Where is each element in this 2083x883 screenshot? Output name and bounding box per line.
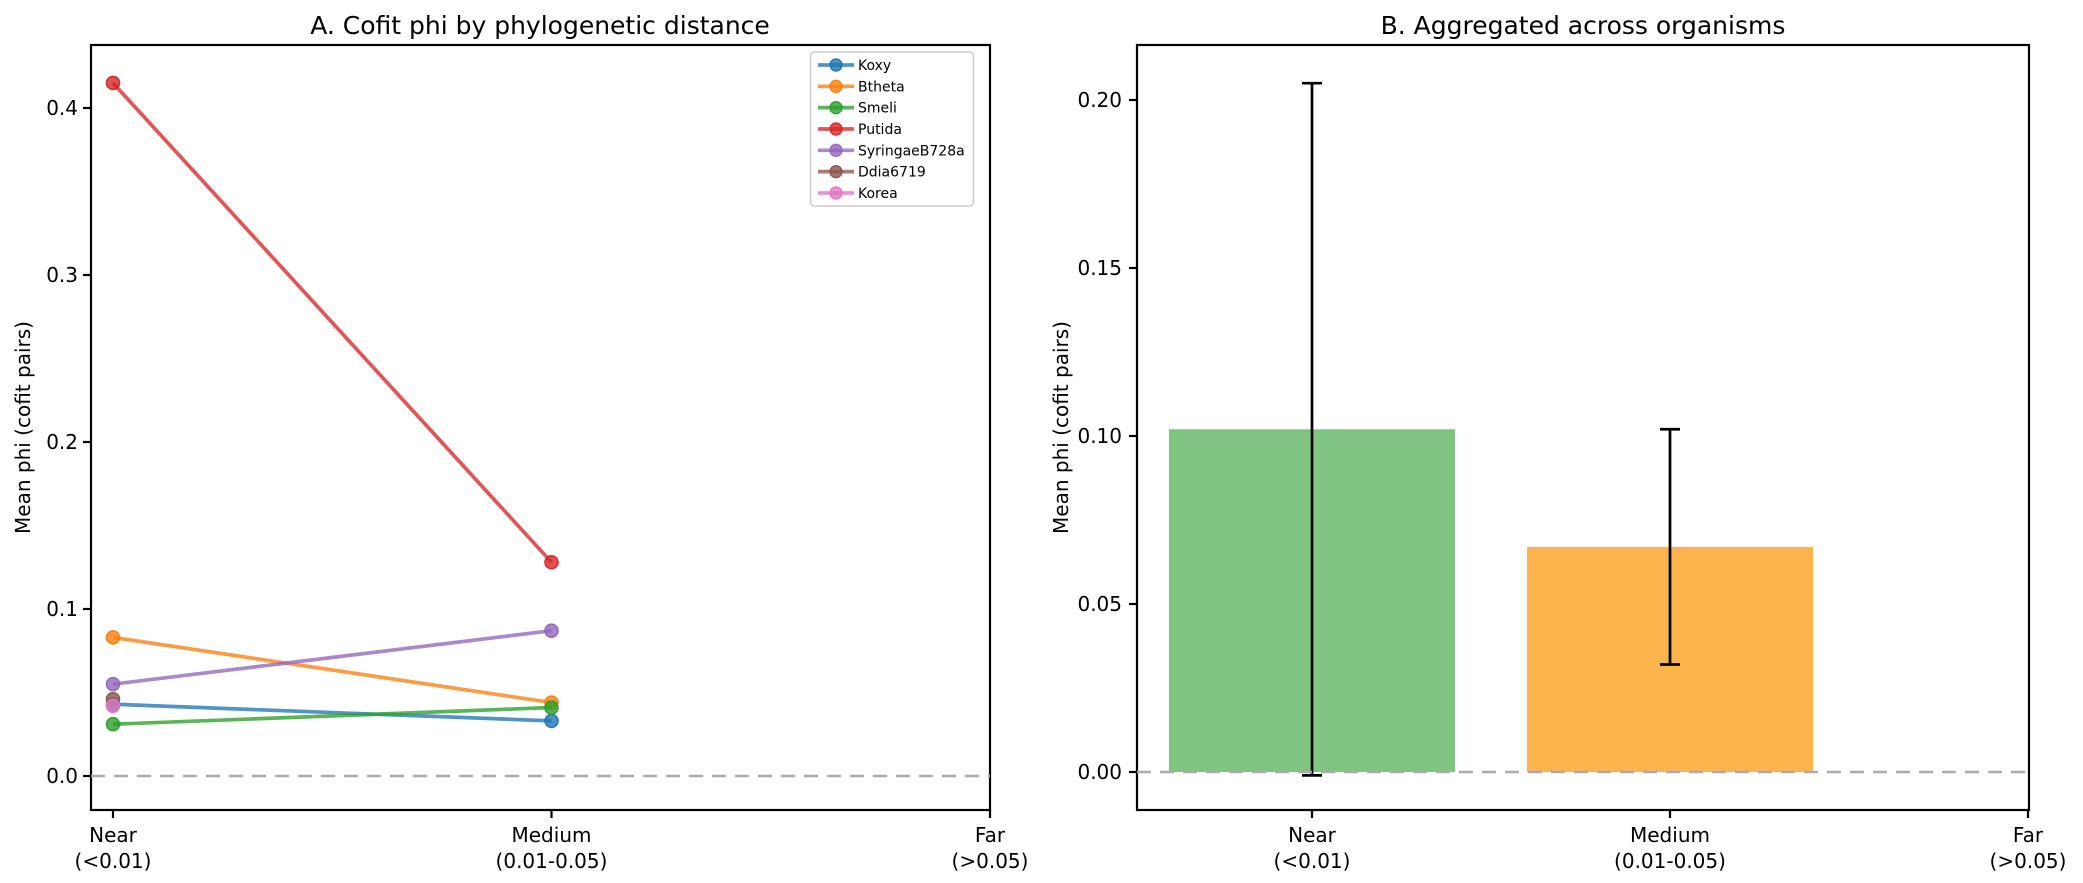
- panel-a-title: A. Cofit phi by phylogenetic distance: [310, 11, 770, 40]
- x-tick-label: Medium: [512, 823, 592, 847]
- x-tick-label-sub: (0.01-0.05): [1614, 849, 1726, 873]
- legend-label-Korea: Korea: [858, 186, 898, 202]
- legend-marker-Smeli: [829, 100, 843, 115]
- x-tick-label: Medium: [1630, 823, 1710, 847]
- series-marker-SyringaeB728a: [544, 623, 559, 639]
- y-tick-label: 0.05: [1077, 592, 1122, 616]
- x-tick-label-sub: (<0.01): [75, 849, 152, 873]
- y-tick-label: 0.10: [1077, 424, 1122, 448]
- x-tick-label-sub: (<0.01): [1274, 849, 1351, 873]
- y-tick-label: 0.3: [46, 263, 78, 287]
- legend-marker-Koxy: [829, 58, 843, 72]
- legend-frame: [809, 51, 975, 207]
- series-line-SyringaeB728a: [112, 628, 552, 686]
- x-tick-label: Near: [89, 823, 138, 847]
- series-marker-Koxy: [544, 713, 559, 729]
- legend-label-Btheta: Btheta: [858, 79, 905, 95]
- x-tick-label: Far: [2013, 823, 2044, 847]
- panel-b-title: B. Aggregated across organisms: [1381, 11, 1786, 40]
- panel-b-ylabel: Mean phi (cofit pairs): [1049, 321, 1073, 534]
- series-marker-Putida: [544, 554, 559, 570]
- x-tick-label: Far: [975, 823, 1006, 847]
- legend-label-Ddia6719: Ddia6719: [858, 165, 926, 181]
- series-line-Putida: [111, 81, 553, 564]
- legend-label-SyringaeB728a: SyringaeB728a: [858, 143, 965, 159]
- series-marker-Korea: [105, 698, 121, 714]
- series-line-Koxy: [112, 702, 552, 723]
- legend-marker-Putida: [829, 122, 843, 136]
- legend: Koxy Btheta Smeli Putida SyringaeB728a Ddia67…: [809, 51, 975, 207]
- panel-a-line-chart: 0.0 0.1 0.2 0.3 0.4 Near(<0.01) Medium(0.01-0.…: [11, 11, 1028, 873]
- legend-label-Koxy: Koxy: [858, 58, 891, 74]
- series-line-Btheta: [112, 635, 552, 705]
- panel-b-axes-frame: [1135, 43, 2031, 812]
- legend-label-Smeli: Smeli: [858, 101, 897, 117]
- series-marker-SyringaeB728a: [105, 676, 121, 692]
- legend-marker-Ddia6719: [829, 164, 843, 179]
- legend-label-Putida: Putida: [858, 122, 902, 138]
- x-tick-label-sub: (>0.05): [952, 849, 1029, 873]
- panel-a-axes-frame: [89, 43, 992, 812]
- panel-b-bar-chart: 0.00 0.05 0.10 0.15 0.20 Near(<0.01) Medium(0.…: [1049, 11, 2066, 873]
- series-line-Smeli: [112, 705, 552, 727]
- y-tick-label: 0.1: [46, 597, 78, 621]
- series-marker-Smeli: [544, 700, 559, 715]
- x-tick-label-sub: (0.01-0.05): [496, 849, 608, 873]
- y-tick-label: 0.00: [1077, 760, 1122, 784]
- series-marker-Putida: [105, 75, 121, 91]
- legend-marker-Korea: [829, 186, 843, 200]
- series-marker-Smeli: [105, 716, 121, 732]
- y-tick-label: 0.2: [46, 430, 78, 454]
- x-tick-label-sub: (>0.05): [1990, 849, 2067, 873]
- y-tick-label: 0.15: [1077, 256, 1122, 280]
- legend-marker-SyringaeB728a: [829, 143, 843, 158]
- y-tick-label: 0.20: [1077, 88, 1122, 112]
- series-marker-Btheta: [105, 630, 121, 645]
- legend-marker-Btheta: [829, 79, 843, 94]
- y-tick-label: 0.4: [46, 96, 78, 120]
- x-tick-label: Near: [1288, 823, 1337, 847]
- panel-a-ylabel: Mean phi (cofit pairs): [11, 321, 35, 534]
- y-tick-label: 0.0: [46, 764, 78, 788]
